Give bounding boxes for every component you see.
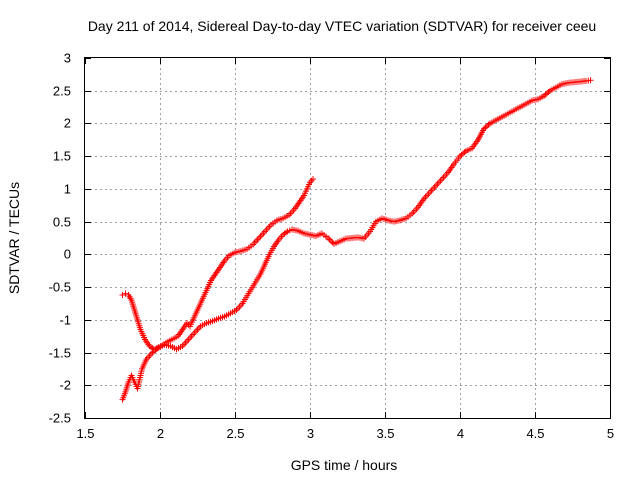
x-tick-label: 3.5 — [376, 426, 394, 441]
series-sat-a — [119, 176, 316, 353]
data-point — [458, 151, 465, 158]
y-tick-label: -0.5 — [49, 280, 71, 295]
x-tick-label: 5 — [607, 426, 614, 441]
y-tick-label: -1 — [59, 313, 71, 328]
y-tick-label: 3 — [64, 51, 71, 66]
x-axis-title: GPS time / hours — [291, 457, 398, 473]
x-tick-label: 1.5 — [76, 426, 94, 441]
plot-frame — [84, 57, 611, 419]
grid — [85, 58, 610, 418]
x-tick-label: 2.5 — [226, 426, 244, 441]
data-point — [329, 239, 336, 246]
y-tick-label: 0 — [64, 247, 71, 262]
y-tick-label: -2 — [59, 378, 71, 393]
x-tick-label: 4.5 — [526, 426, 544, 441]
data-point — [460, 150, 466, 157]
data-point — [544, 90, 550, 97]
y-tick-label: 0.5 — [53, 215, 71, 230]
y-tick-label: 1 — [64, 182, 71, 197]
series-sat-b — [119, 77, 594, 403]
data-point — [122, 290, 129, 297]
chart-title: Day 211 of 2014, Sidereal Day-to-day VTE… — [88, 18, 596, 34]
axis-ticks: 1.5 2 2.5 3 3.5 4 4.5 5 -2.5 -2 -1.5 -1 -0.5 0 0.5 1 1.5… — [49, 51, 615, 442]
data-points — [119, 77, 594, 403]
x-tick-label: 4 — [457, 426, 464, 441]
x-tick-label: 2 — [157, 426, 164, 441]
data-point — [119, 291, 126, 298]
x-tick-label: 3 — [307, 426, 314, 441]
data-point — [326, 236, 333, 243]
y-tick-label: 2.5 — [53, 84, 71, 99]
data-point — [484, 123, 490, 130]
y-tick-label: -2.5 — [49, 411, 71, 426]
y-axis-title: SDTVAR / TECUs — [6, 182, 22, 294]
y-tick-label: 2 — [64, 116, 71, 131]
data-point — [587, 77, 594, 84]
y-tick-label: 1.5 — [53, 149, 71, 164]
data-point — [310, 176, 316, 183]
y-tick-label: -1.5 — [49, 346, 71, 361]
